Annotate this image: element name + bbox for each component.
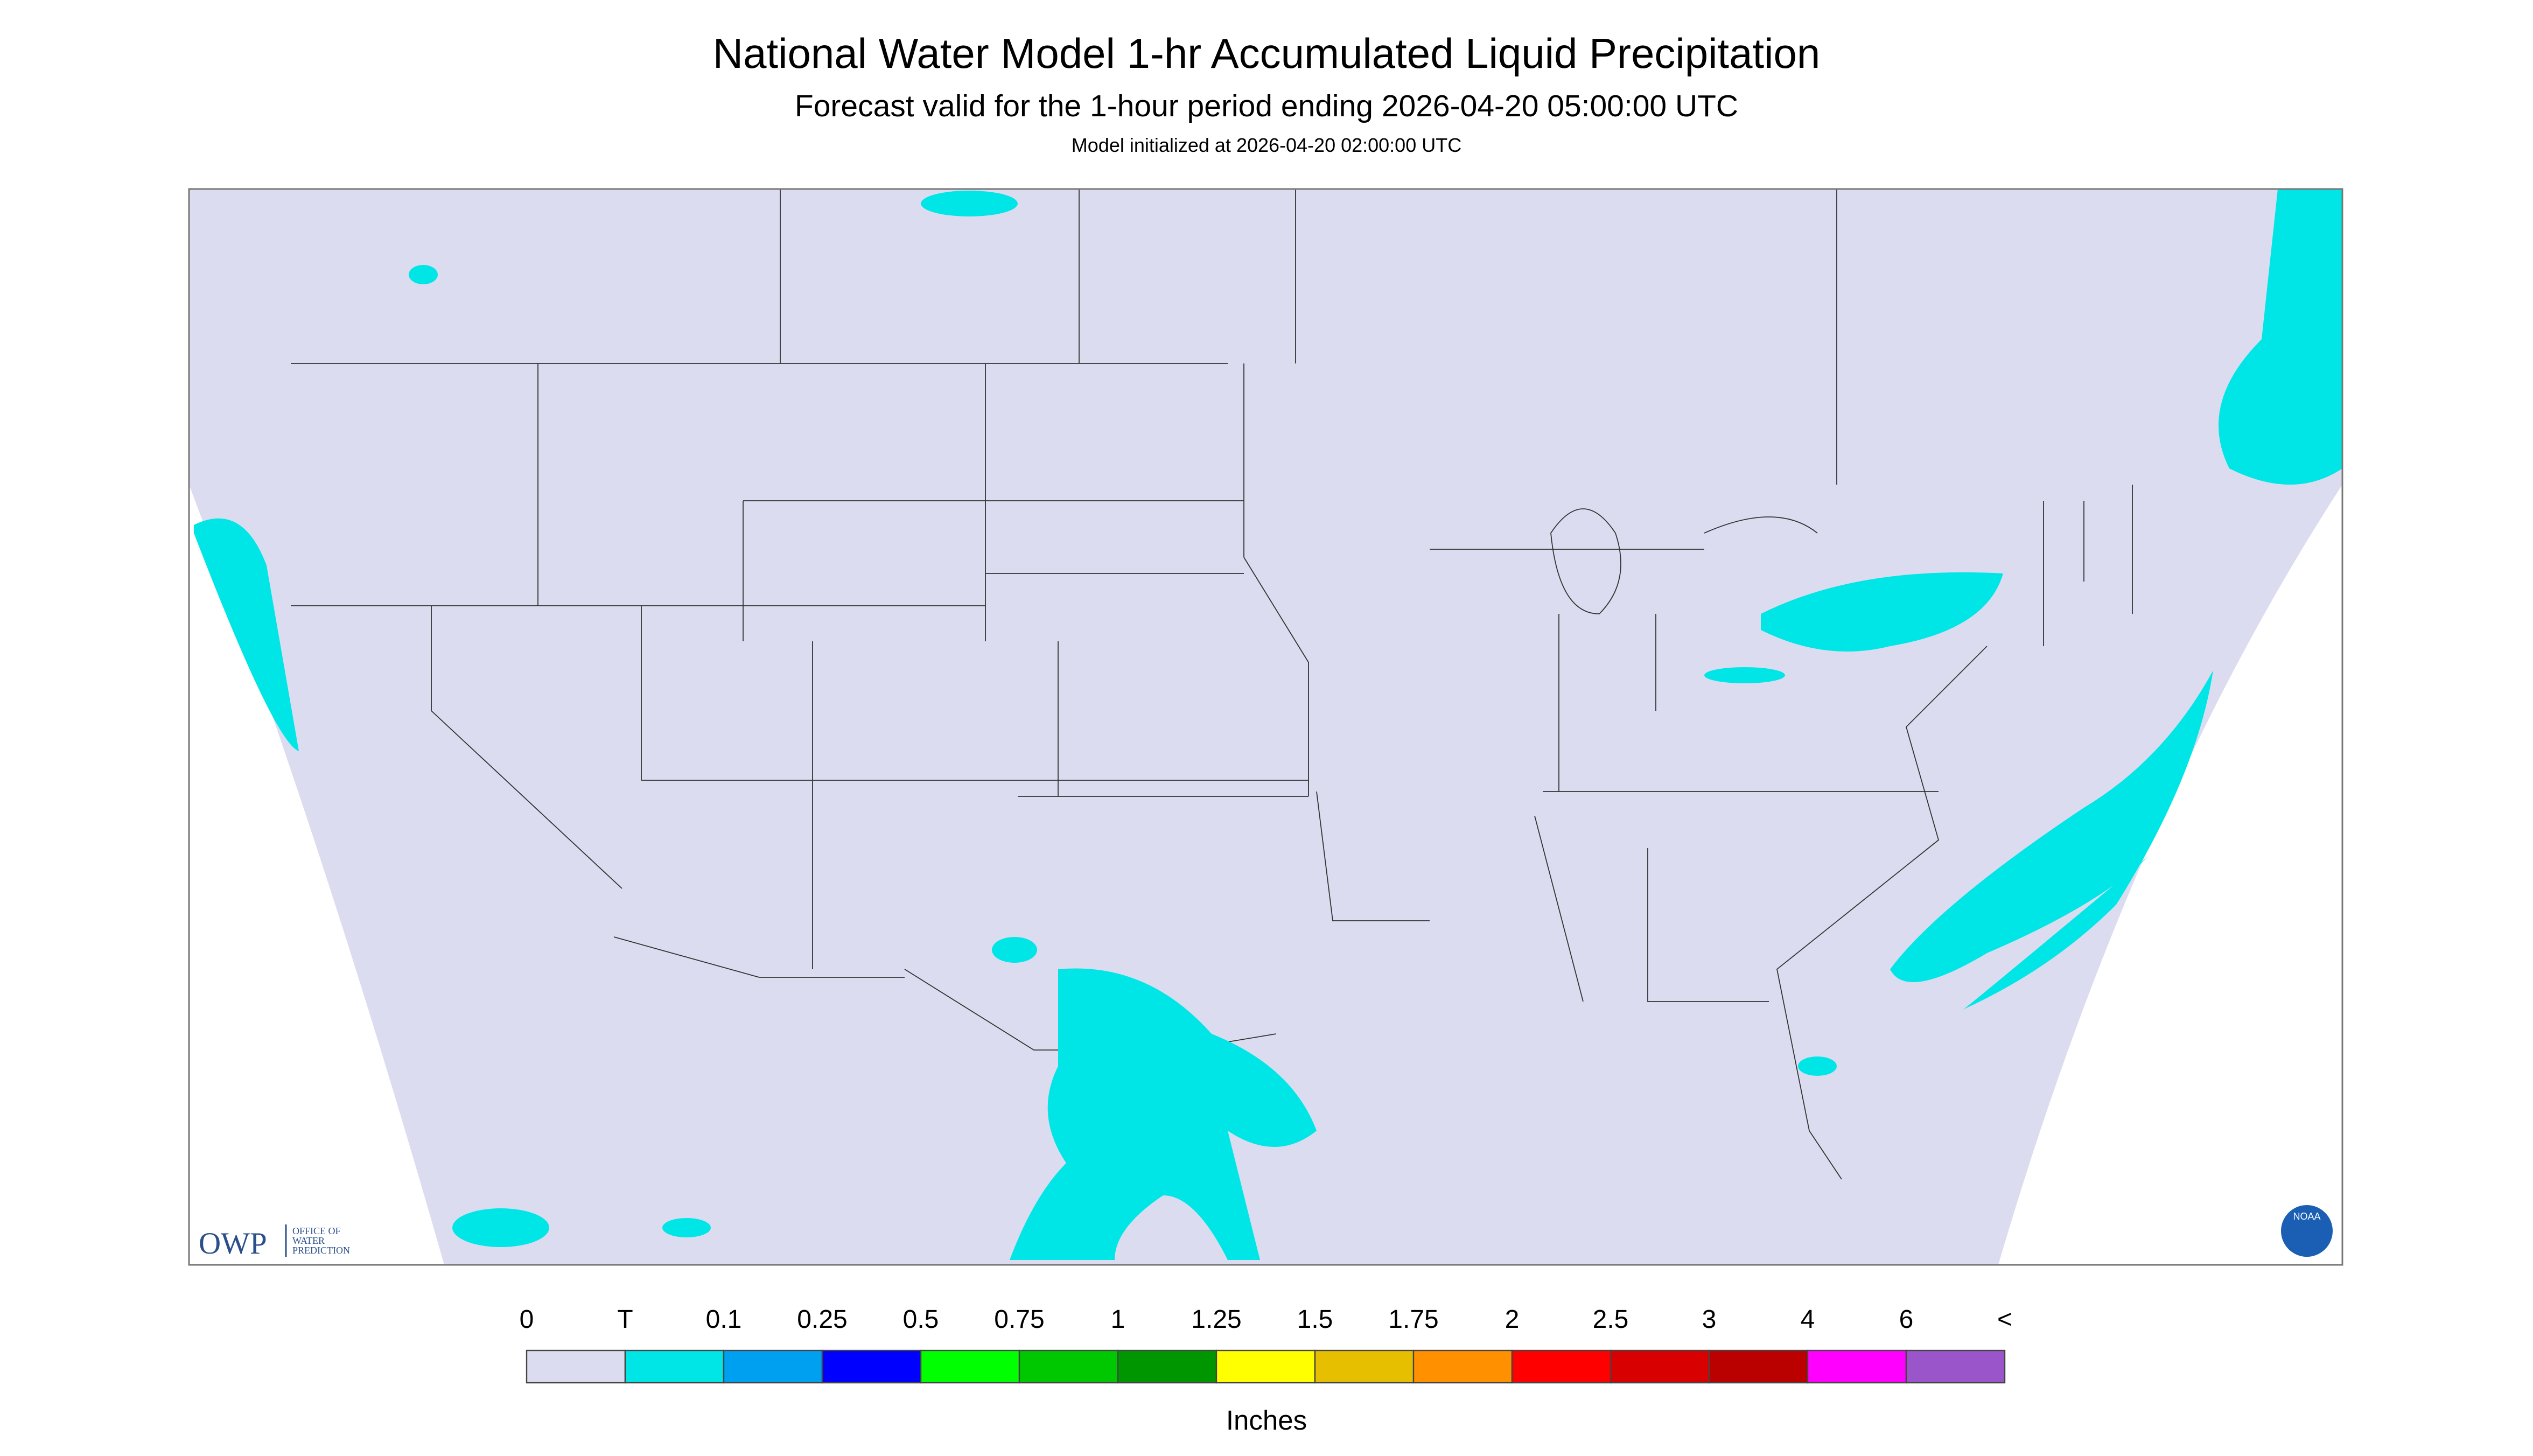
legend-swatch	[821, 1349, 922, 1384]
owp-logo-text: OWP	[199, 1227, 267, 1261]
precip-area	[409, 265, 438, 285]
precip-area	[452, 1208, 549, 1248]
map: OWP OFFICE OF WATER PREDICTION NOAA	[188, 188, 2343, 1266]
legend-swatch	[1610, 1349, 1710, 1384]
legend-swatch	[1314, 1349, 1415, 1384]
legend-label: 6	[1899, 1305, 1914, 1334]
title: National Water Model 1-hr Accumulated Li…	[713, 30, 1821, 77]
precip-area	[992, 937, 1037, 963]
legend-swatch	[1018, 1349, 1119, 1384]
state-borders	[291, 189, 2133, 1180]
legend-label: 0.5	[903, 1305, 939, 1334]
noaa-logo: NOAA	[2281, 1205, 2333, 1257]
precip-area	[194, 518, 299, 752]
legend-label: 3	[1702, 1305, 1717, 1334]
legend-swatch	[1905, 1349, 2006, 1384]
init-note: Model initialized at 2026-04-20 02:00:00…	[1072, 134, 1461, 156]
legend-label: T	[617, 1305, 633, 1334]
legend-label: 4	[1801, 1305, 1815, 1334]
legend-label: 1.5	[1297, 1305, 1333, 1334]
precip-area	[1010, 968, 1317, 1261]
legend-unit: Inches	[1226, 1405, 1307, 1436]
map-domain	[189, 189, 2342, 1265]
map-frame	[188, 188, 2343, 1266]
legend-label: <	[1997, 1305, 2012, 1334]
legend-label: 0.75	[994, 1305, 1044, 1334]
legend-label: 1.25	[1191, 1305, 1241, 1334]
legend-swatch	[1708, 1349, 1809, 1384]
legend-swatch	[1807, 1349, 1907, 1384]
precip-area	[1798, 1056, 1837, 1076]
precip-area	[921, 191, 1018, 217]
legend-swatch	[526, 1349, 626, 1384]
noaa-emblem	[2281, 1205, 2333, 1257]
legend-swatch	[1215, 1349, 1316, 1384]
legend-label: 1	[1111, 1305, 1125, 1334]
legend-swatch	[624, 1349, 725, 1384]
legend-label: 2	[1505, 1305, 1520, 1334]
legend-swatch	[1117, 1349, 1217, 1384]
owp-logo-line: OFFICE OF	[292, 1226, 341, 1236]
owp-logo-line: PREDICTION	[292, 1245, 350, 1256]
noaa-text: NOAA	[2293, 1211, 2320, 1222]
precip-area	[1890, 670, 2213, 1010]
legend-swatch	[1412, 1349, 1513, 1384]
legend-label: 0.25	[797, 1305, 847, 1334]
precip-area	[1761, 572, 2003, 652]
legend-label: 0.1	[706, 1305, 742, 1334]
legend-label: 2.5	[1593, 1305, 1629, 1334]
legend-swatch	[723, 1349, 823, 1384]
precipitation-areas	[194, 189, 2342, 1261]
legend-swatch	[920, 1349, 1020, 1384]
owp-logo-line: WATER	[292, 1235, 325, 1246]
precip-area	[662, 1218, 711, 1238]
legend-swatch	[1511, 1349, 1612, 1384]
legend-label: 0	[520, 1305, 534, 1334]
legend-label: 1.75	[1388, 1305, 1438, 1334]
owp-logo: OWP OFFICE OF WATER PREDICTION	[199, 1224, 350, 1261]
subtitle: Forecast valid for the 1-hour period end…	[795, 89, 1738, 123]
precip-area	[2219, 189, 2342, 485]
precip-area	[1704, 667, 1785, 684]
legend: Inches 0 T 0.1 0.25 0.5 0.75 1 1.25 1.5 1.75 2 2.5 3…	[520, 1305, 2012, 1436]
